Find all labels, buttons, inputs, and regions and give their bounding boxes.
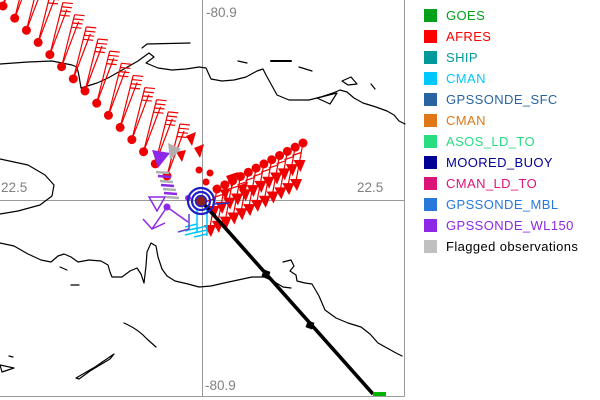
storm-core xyxy=(194,194,208,208)
legend-item: GPSSONDE_MBL xyxy=(424,197,578,212)
coastline-south xyxy=(0,242,292,289)
coastlines xyxy=(0,42,406,380)
island-outline xyxy=(316,92,338,105)
legend-item-label: CMAN_LD_TO xyxy=(446,176,538,191)
legend-item: GPSSONDE_WL150 xyxy=(424,218,578,233)
legend-item-label: AFRES xyxy=(446,29,492,44)
coastline-west-cape xyxy=(0,158,55,215)
legend-item-label: CMAN xyxy=(446,113,486,128)
legend-swatch-icon xyxy=(424,93,437,106)
coastline-dash xyxy=(8,355,14,358)
legend-swatch-icon xyxy=(424,51,437,64)
legend-item: CMAN xyxy=(424,71,578,86)
legend-item-label: ASOS_LD_TO xyxy=(446,134,536,149)
legend-item: CMAN_LD_TO xyxy=(424,176,578,191)
platform-legend: GOES AFRES SHIP CMAN GPSSONDE_SFC CMAN ASOS_LD… xyxy=(424,8,579,261)
graticule-labels: -80.9 -80.9 22.5 22.5 xyxy=(1,5,383,393)
coastline-dash xyxy=(141,42,191,49)
coastline-dash xyxy=(298,66,313,72)
lon-label-bottom: -80.9 xyxy=(205,378,236,393)
legend-item-label: GPSSONDE_SFC xyxy=(446,92,558,107)
legend-swatch-icon xyxy=(424,72,437,85)
legend-item-label: GPSSONDE_MBL xyxy=(446,197,559,212)
track-position-marker xyxy=(261,269,271,279)
storm-track-line xyxy=(201,201,375,396)
legend-swatch-icon xyxy=(424,135,437,148)
coastline-dash xyxy=(370,83,376,90)
legend-item: Flagged observations xyxy=(424,239,579,254)
lon-label-top: -80.9 xyxy=(206,5,237,20)
legend-item-label: GPSSONDE_WL150 xyxy=(446,218,574,233)
island-outline xyxy=(75,353,115,380)
legend-item: AFRES xyxy=(424,29,578,44)
island-outline xyxy=(341,76,358,86)
island-outline xyxy=(0,364,15,373)
map-svg: -80.9 -80.9 22.5 22.5 xyxy=(0,0,406,397)
legend-swatch-icon xyxy=(424,156,437,169)
legend-swatch-icon xyxy=(424,114,437,127)
legend-item-label: CMAN xyxy=(446,71,486,86)
legend-item: ASOS_LD_TO xyxy=(424,134,578,149)
lat-label-right: 22.5 xyxy=(357,180,383,195)
legend-item-label: GOES xyxy=(446,8,486,23)
legend-item-label: Flagged observations xyxy=(446,239,579,254)
coastline-dash xyxy=(237,60,248,64)
legend-item: MOORED_BUOY xyxy=(424,155,578,170)
storm-ring xyxy=(190,190,212,212)
legend-item: CMAN xyxy=(424,113,578,128)
coastline-dash xyxy=(59,266,68,271)
storm-center-symbol xyxy=(186,186,216,216)
storm-ring xyxy=(186,186,216,216)
legend-swatch-icon xyxy=(424,177,437,190)
legend-item: SHIP xyxy=(424,50,578,65)
track-position-marker xyxy=(305,320,315,330)
storm-track-layer xyxy=(201,201,386,396)
lat-label-left: 22.5 xyxy=(1,180,27,195)
legend-item-label: SHIP xyxy=(446,50,478,65)
legend-item-label: MOORED_BUOY xyxy=(446,155,553,170)
legend-swatch-icon xyxy=(424,240,437,253)
afres-recon-outbound xyxy=(204,138,308,237)
map-canvas: -80.9 -80.9 22.5 22.5 xyxy=(0,0,406,397)
island-outline xyxy=(123,322,157,348)
coastline-north xyxy=(0,52,406,125)
legend-swatch-icon xyxy=(424,30,437,43)
legend-swatch-icon xyxy=(424,198,437,211)
coastline-south-peninsula xyxy=(282,259,403,357)
legend-swatch-icon xyxy=(424,9,437,22)
legend-item: GOES xyxy=(424,8,578,23)
legend-swatch-icon xyxy=(424,219,437,232)
observations-layer xyxy=(0,0,308,238)
legend-item: GPSSONDE_SFC xyxy=(424,92,578,107)
